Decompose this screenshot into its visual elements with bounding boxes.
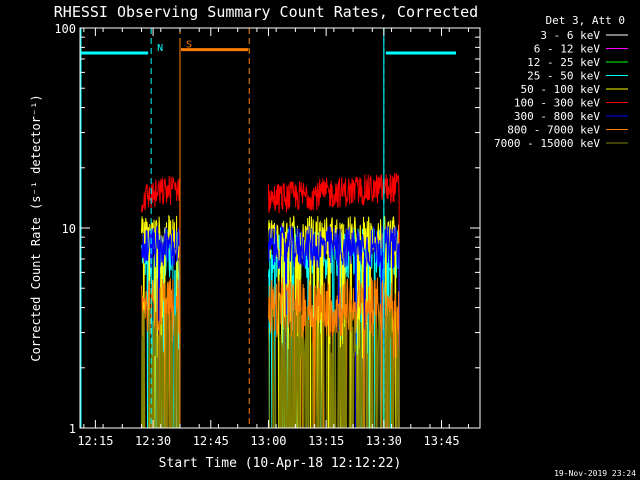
- annotation-label-1: S: [186, 40, 192, 51]
- legend-label-4: 50 - 100 keV: [521, 83, 601, 96]
- legend-label-5: 100 - 300 keV: [514, 97, 600, 110]
- y-tick-label: 100: [54, 22, 76, 36]
- legend-label-0: 3 - 6 keV: [540, 29, 600, 42]
- y-axis-label: Corrected Count Rate (s⁻¹ detector⁻¹): [29, 94, 43, 361]
- x-tick-label: 13:45: [423, 434, 459, 448]
- x-tick-label: 13:15: [308, 434, 344, 448]
- series-line-5: [141, 172, 400, 428]
- chart-title: RHESSI Observing Summary Count Rates, Co…: [54, 3, 478, 21]
- x-axis-label: Start Time (10-Apr-18 12:12:22): [159, 456, 402, 471]
- legend-label-6: 300 - 800 keV: [514, 110, 600, 123]
- x-tick-label: 13:30: [366, 434, 402, 448]
- legend-label-7: 800 - 7000 keV: [507, 124, 600, 137]
- legend-label-1: 6 - 12 keV: [534, 43, 601, 56]
- legend-label-8: 7000 - 15000 keV: [494, 137, 600, 150]
- legend-label-2: 12 - 25 keV: [527, 56, 600, 69]
- y-tick-label: 10: [62, 222, 76, 236]
- footer-date: 19-Nov-2019 23:24: [554, 469, 636, 478]
- legend-label-3: 25 - 50 keV: [527, 70, 600, 83]
- y-tick-label: 1: [69, 422, 76, 436]
- x-tick-label: 12:30: [135, 434, 171, 448]
- series-layer: [141, 172, 400, 428]
- x-tick-label: 12:15: [77, 434, 113, 448]
- series-line-8: [141, 306, 400, 428]
- annotation-label-0: N: [157, 43, 163, 54]
- x-tick-label: 13:00: [250, 434, 286, 448]
- ticks-layer: 12:15 12:30 12:45 13:00 13:15 13:30 13:45 1 10 10…: [54, 22, 480, 448]
- legend-header: Det 3, Att 0: [546, 14, 625, 27]
- series-line-6: [141, 224, 400, 428]
- x-tick-label: 12:45: [193, 434, 229, 448]
